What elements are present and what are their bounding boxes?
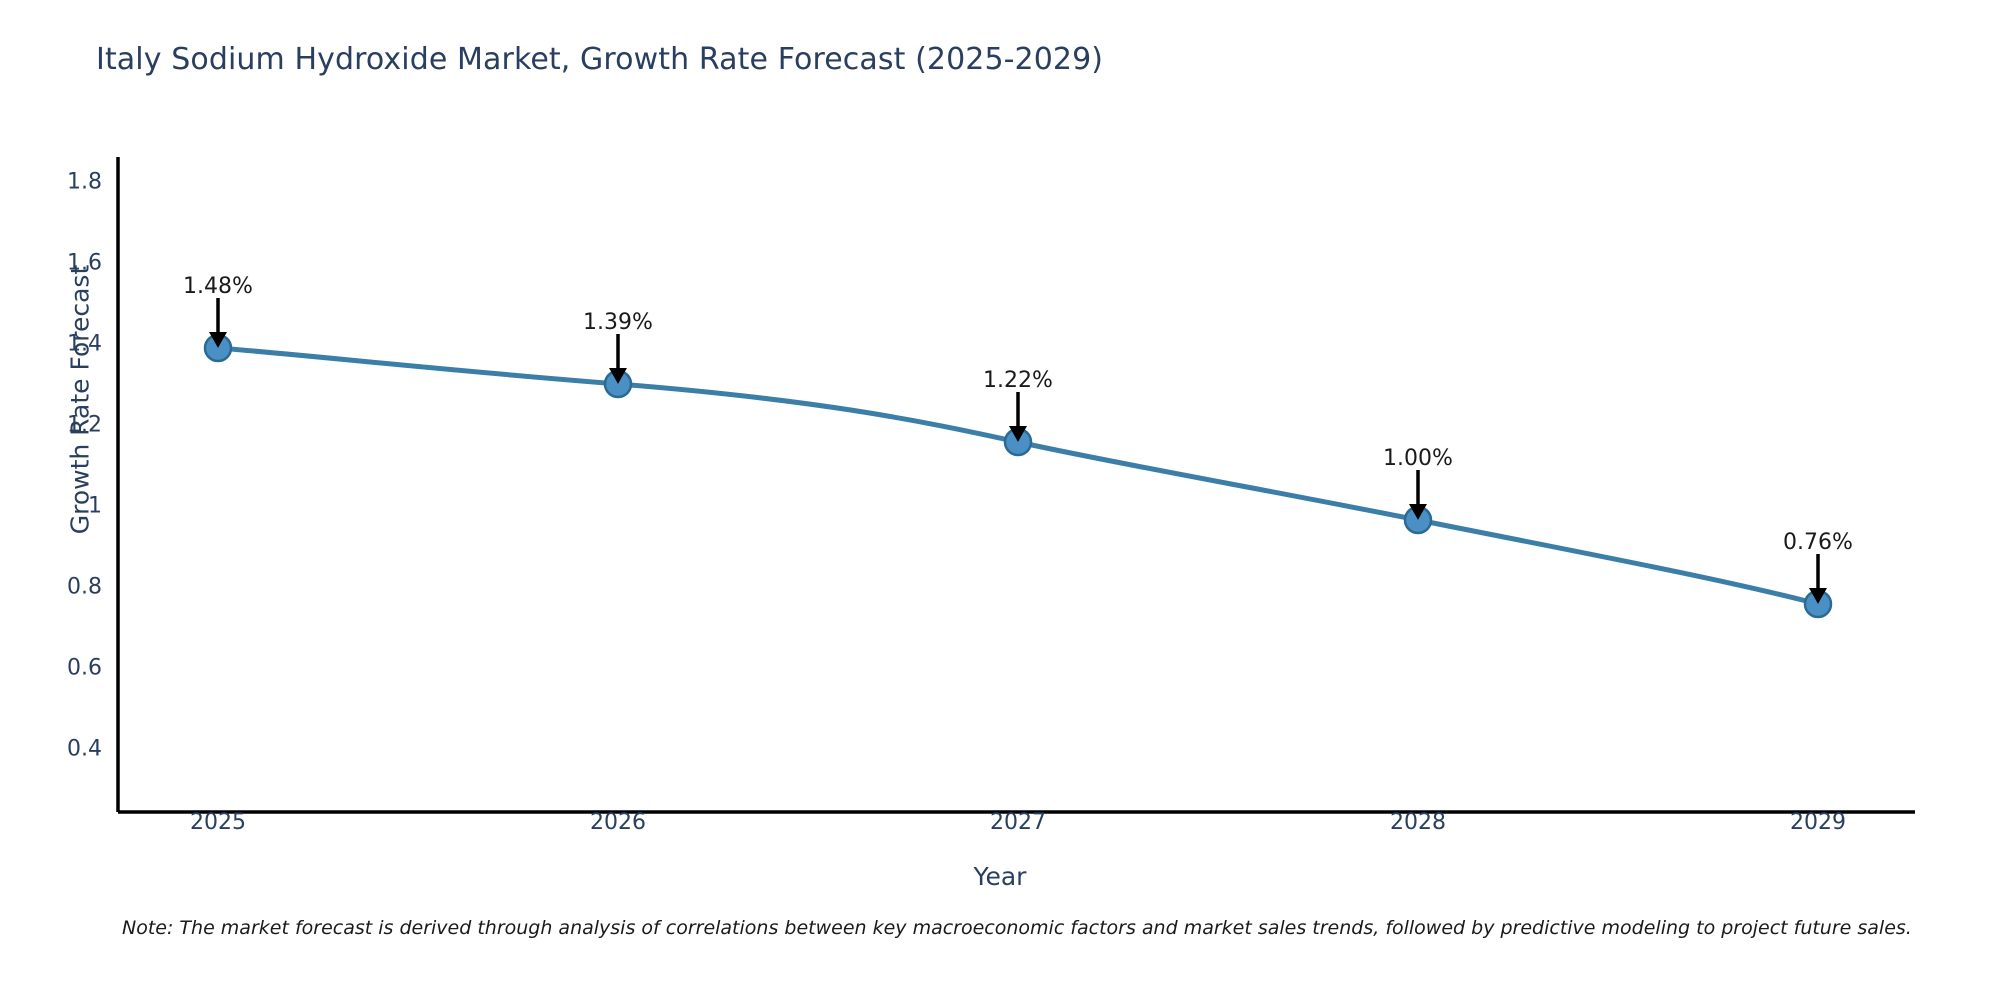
data-point-marker[interactable] [1803, 589, 1833, 619]
x-tick-label: 2028 [1390, 810, 1446, 835]
y-tick-label: 1.4 [67, 331, 102, 357]
y-tick-label: 1 [88, 493, 102, 519]
data-point-marker[interactable] [1003, 427, 1033, 457]
x-tick-label: 2029 [1790, 810, 1846, 835]
data-point-label: 1.00% [1383, 446, 1453, 471]
y-tick-label: 0.4 [67, 736, 102, 762]
y-tick-label: 1.8 [67, 169, 102, 195]
y-axis-tick-labels: 1.8 1.6 1.4 1.2 1 0.8 0.6 0.4 [0, 0, 102, 1000]
data-point-label: 1.48% [183, 274, 253, 299]
x-axis-title: Year [973, 862, 1027, 891]
data-point-marker[interactable] [203, 333, 233, 363]
y-tick-label: 0.6 [67, 655, 102, 681]
y-tick-label: 1.6 [67, 250, 102, 276]
chart-footnote: Note: The market forecast is derived thr… [122, 917, 1912, 939]
data-point-marker[interactable] [603, 369, 633, 399]
data-point-label: 0.76% [1783, 530, 1853, 555]
x-tick-label: 2026 [590, 810, 646, 835]
y-tick-label: 1.2 [67, 412, 102, 438]
data-point-label: 1.22% [983, 368, 1053, 393]
data-point-label: 1.39% [583, 310, 653, 335]
data-point-marker[interactable] [1403, 505, 1433, 535]
chart-title: Italy Sodium Hydroxide Market, Growth Ra… [96, 42, 1104, 77]
x-tick-label: 2025 [190, 810, 246, 835]
x-tick-label: 2027 [990, 810, 1046, 835]
y-tick-label: 0.8 [67, 574, 102, 600]
